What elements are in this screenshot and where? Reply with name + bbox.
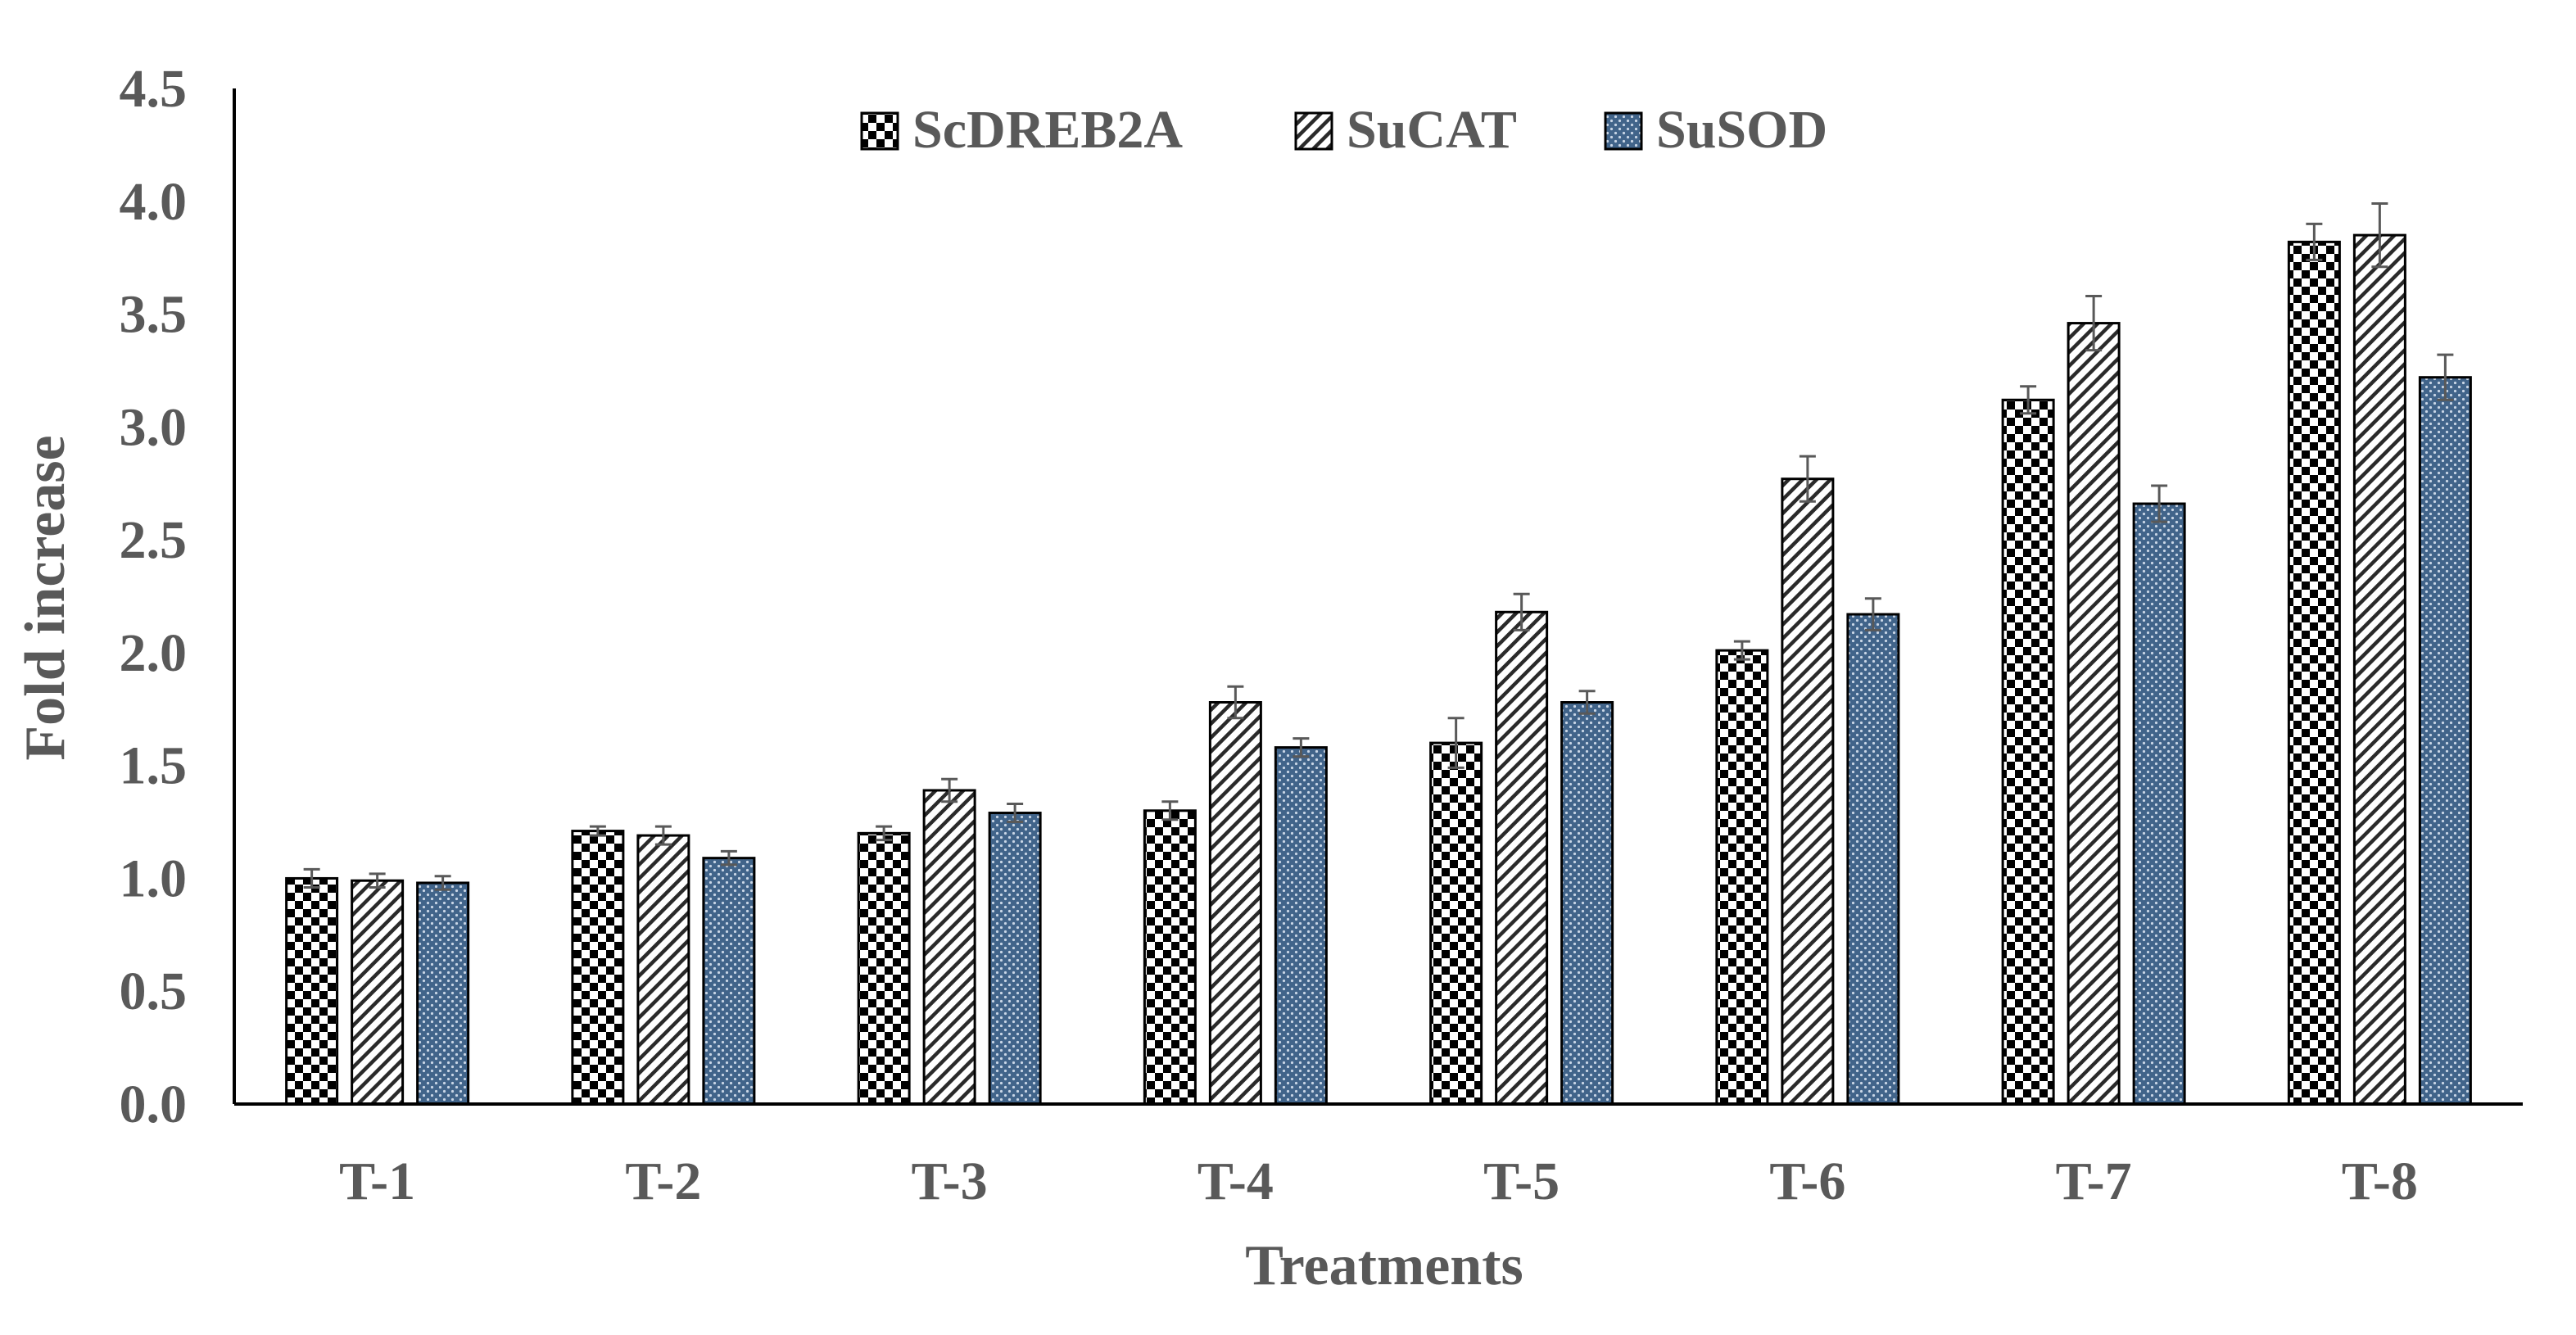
legend-item-susod: SuSOD (1604, 100, 1827, 160)
bar-sucat-t-6 (1781, 477, 1835, 1106)
bar-scdreb2a-t-8 (2287, 240, 2341, 1106)
bar-susod-t-4 (1274, 746, 1328, 1106)
error-bar (1227, 685, 1244, 720)
error-bar (1513, 592, 1530, 631)
y-tick-label: 1.0 (120, 849, 188, 908)
bar-sucat-t-4 (1208, 701, 1262, 1106)
error-bar (303, 867, 320, 889)
x-tick-label: T-1 (339, 1152, 415, 1211)
error-bar (941, 777, 958, 803)
bar-susod-t-5 (1560, 701, 1614, 1106)
y-tick-label: 1.5 (120, 736, 188, 796)
error-bar (2371, 202, 2388, 269)
error-bar (720, 849, 737, 867)
error-bar (1007, 803, 1024, 824)
error-bar (2437, 353, 2454, 401)
error-bar (2085, 295, 2103, 352)
bar-scdreb2a-t-2 (571, 830, 625, 1106)
x-tick-label: T-2 (625, 1152, 701, 1211)
error-bar (2151, 484, 2168, 523)
y-tick-label: 2.5 (120, 510, 188, 570)
legend-swatch (1294, 111, 1333, 151)
bars-layer (285, 233, 2472, 1106)
x-tick-label: T-6 (1769, 1152, 1845, 1211)
legend: ScDREB2A SuCAT SuSOD (860, 100, 1827, 160)
error-bar (1447, 717, 1465, 769)
bar-scdreb2a-t-1 (285, 876, 339, 1106)
y-tick-label: 3.5 (120, 285, 188, 345)
y-tick-label: 3.0 (120, 397, 188, 457)
x-tick-labels: T-1 T-2 T-3 T-4 T-5 T-6 T-7 T-8 (339, 1152, 2418, 1211)
error-bar (2306, 222, 2323, 261)
error-bar (1864, 597, 1881, 631)
bar-sucat-t-8 (2352, 233, 2406, 1106)
error-bar (589, 825, 606, 837)
bar-scdreb2a-t-4 (1143, 809, 1197, 1106)
error-bar (1733, 640, 1750, 661)
bar-susod-t-1 (416, 881, 470, 1106)
legend-item-scdreb2a: ScDREB2A (860, 100, 1183, 160)
legend-swatch (860, 111, 899, 151)
x-tick-label: T-4 (1197, 1152, 1274, 1211)
error-bar (1293, 737, 1310, 758)
bar-sucat-t-5 (1495, 610, 1549, 1106)
bar-sucat-t-2 (636, 834, 690, 1106)
bar-scdreb2a-t-5 (1429, 741, 1483, 1106)
bar-sucat-t-1 (351, 879, 405, 1106)
y-axis-title: Fold increase (14, 435, 77, 760)
y-tick-label: 2.0 (120, 623, 188, 683)
legend-label: SuCAT (1347, 100, 1517, 160)
error-bar (1578, 690, 1596, 715)
bar-susod-t-6 (1846, 613, 1900, 1106)
x-tick-label: T-3 (912, 1152, 988, 1211)
error-bars-layer (303, 202, 2454, 891)
legend-label: ScDREB2A (912, 100, 1183, 160)
bar-sucat-t-7 (2067, 322, 2121, 1106)
bar-sucat-t-3 (922, 789, 976, 1106)
legend-label: SuSOD (1656, 100, 1827, 160)
error-bar (876, 825, 893, 842)
x-tick-label: T-8 (2342, 1152, 2418, 1211)
bar-susod-t-7 (2132, 502, 2186, 1106)
error-bar (369, 872, 386, 889)
error-bar (654, 825, 672, 846)
y-tick-label: 4.0 (120, 172, 188, 232)
y-tick-label: 0.5 (120, 962, 188, 1021)
bar-susod-t-3 (988, 812, 1042, 1106)
y-tick-label: 0.0 (120, 1075, 188, 1134)
error-bar (1799, 455, 1816, 503)
y-tick-label: 4.5 (120, 59, 188, 119)
error-bar (434, 875, 451, 891)
x-tick-label: T-5 (1483, 1152, 1560, 1211)
error-bar (2020, 385, 2037, 415)
bar-susod-t-8 (2418, 376, 2472, 1106)
legend-swatch (1604, 111, 1643, 151)
bar-scdreb2a-t-6 (1715, 649, 1769, 1106)
error-bar (1161, 800, 1179, 821)
x-tick-label: T-7 (2056, 1152, 2132, 1211)
x-axis-title: Treatments (1245, 1234, 1523, 1297)
bar-susod-t-2 (702, 857, 756, 1106)
legend-item-sucat: SuCAT (1294, 100, 1517, 160)
y-tick-labels: 0.0 0.5 1.0 1.5 2.0 2.5 3.0 3.5 4.0 4.5 (120, 59, 188, 1134)
bar-scdreb2a-t-3 (857, 831, 911, 1106)
bar-scdreb2a-t-7 (2001, 398, 2055, 1106)
